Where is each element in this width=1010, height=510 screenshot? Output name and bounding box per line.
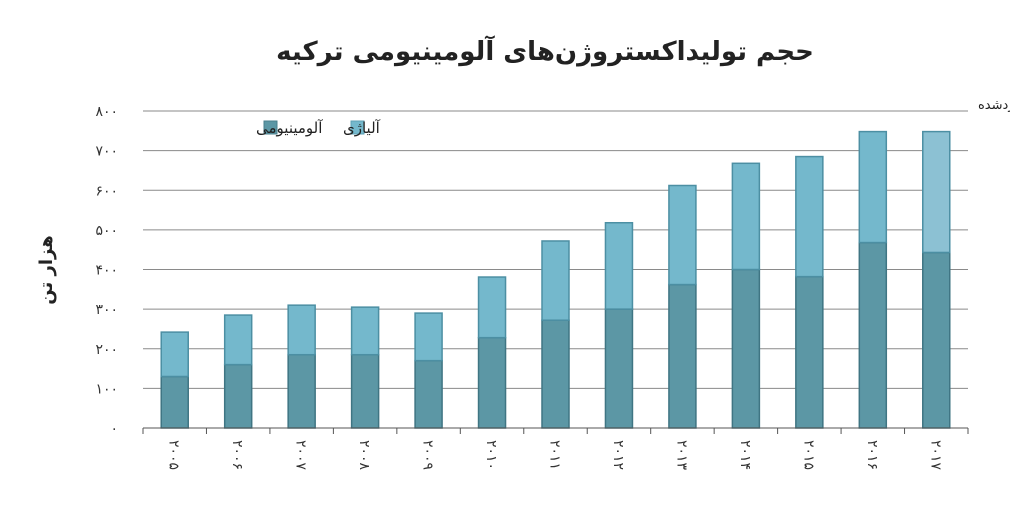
bar-alloy (922, 130, 951, 254)
bar-aluminium (922, 251, 951, 429)
y-tick-label: ۸۰۰ (95, 104, 118, 120)
bar-alloy (731, 162, 761, 271)
x-tick-label: ۲۰۰۹ (420, 440, 436, 470)
y-axis-label: هزار تن (36, 235, 57, 304)
axes (142, 427, 969, 434)
bar-alloy (350, 306, 380, 356)
bar-aluminium (858, 241, 888, 429)
bar-alloy (414, 312, 443, 362)
bar-alloy (858, 130, 888, 244)
bar-aluminium (668, 283, 697, 429)
bars (160, 130, 951, 429)
y-tick-label: ۷۰۰ (95, 144, 118, 160)
y-tick-label: ۳۰۰ (95, 302, 118, 318)
x-tick-label: ۲۰۰۵ (166, 440, 182, 470)
chart-title: حجم تولیداکستروژن‌های آلومینیومی ترکیه (276, 35, 814, 67)
x-tick-label: ۲۰۰۷ (293, 440, 309, 471)
x-tick-label: ۲۰۱۰ (483, 440, 499, 470)
bar-aluminium (287, 353, 316, 429)
y-tick-label: ۱۰۰ (95, 381, 118, 397)
y-tick-label: ۰ (110, 421, 118, 437)
legend: آلومینیومی آلیاژی (256, 119, 381, 137)
legend-swatch-alloy (350, 120, 365, 135)
x-tick-label: ۲۰۱۵ (800, 440, 816, 470)
x-tick-label: ۲۰۱۳ (673, 440, 689, 471)
bar-alloy (604, 221, 634, 310)
y-tick-label: ۵۰۰ (95, 223, 118, 239)
bar-alloy (477, 276, 507, 339)
legend-label-aluminium: آلومینیومی (256, 119, 323, 137)
y-tick-label: ۴۰۰ (95, 263, 118, 279)
bar-aluminium (541, 319, 570, 429)
bar-aluminium (414, 359, 443, 429)
y-tick-label: ۲۰۰ (95, 342, 118, 358)
y-tick-labels: ۰ ۱۰۰ ۲۰۰ ۳۰۰ ۴۰۰ ۵۰۰ ۶۰۰ ۷۰۰ ۸۰۰ (95, 104, 118, 437)
x-tick-label: ۲۰۱۷ (927, 440, 943, 471)
bar-aluminium (160, 375, 189, 429)
estimate-annotation: برآوردشده (978, 96, 1010, 113)
x-tick-label: ۲۰۱۴ (737, 440, 753, 470)
legend-label-alloy: آلیاژی (343, 119, 381, 137)
bar-aluminium (731, 268, 761, 429)
x-tick-label: ۲۰۱۶ (864, 440, 880, 470)
bar-alloy (223, 314, 253, 366)
legend-swatch-aluminium (263, 120, 278, 135)
x-tick-label: ۲۰۰۸ (356, 440, 372, 471)
bar-alloy (668, 184, 697, 286)
bar-aluminium (350, 353, 380, 429)
y-tick-label: ۶۰۰ (95, 183, 118, 199)
bar-alloy (795, 155, 824, 278)
x-tick-label: ۲۰۰۶ (229, 440, 245, 470)
x-tick-labels: ۲۰۰۵ ۲۰۰۶ ۲۰۰۷ ۲۰۰۸ ۲۰۰۹ ۲۰۱۰ ۲۰۱۱ ۲۰۱۲ ۲۰۱۳ ۲۰۱۴… (166, 440, 944, 471)
bar-alloy (541, 240, 570, 321)
bar-aluminium (223, 363, 253, 429)
bar-aluminium (604, 308, 634, 429)
bar-aluminium (795, 275, 824, 429)
x-tick-label: ۲۰۱۱ (547, 440, 563, 470)
bar-alloy (160, 331, 189, 378)
bar-alloy (287, 304, 316, 356)
x-tick-label: ۲۰۱۲ (610, 440, 626, 470)
bar-aluminium (477, 336, 507, 429)
